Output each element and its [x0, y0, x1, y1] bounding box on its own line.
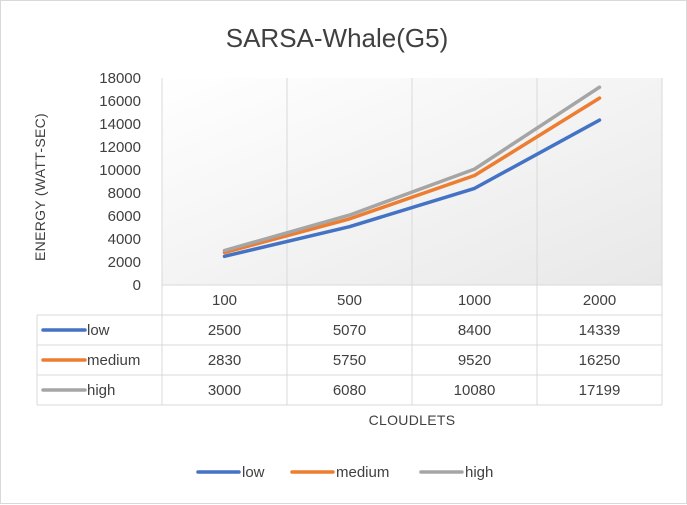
y-tick-label: 8000	[108, 185, 141, 202]
table-cell-value: 14339	[579, 322, 621, 339]
legend-label-low: low	[242, 464, 265, 481]
table-cell-value: 2830	[208, 352, 241, 369]
y-tick-label: 6000	[108, 208, 141, 225]
series-line-medium	[222, 96, 602, 255]
plot-area: 0 2000 4000 6000 8000 10000 12000 14000 16000 180…	[99, 70, 663, 294]
y-tick-label: 18000	[99, 70, 141, 87]
legend-label-high: high	[465, 464, 493, 481]
y-tick-label: 16000	[99, 93, 141, 110]
table-cell-value: 2500	[208, 322, 241, 339]
y-tick-label: 10000	[99, 162, 141, 179]
table-cell-value: 16250	[579, 352, 621, 369]
y-tick-label: 14000	[99, 116, 141, 133]
table-cell-value: 8400	[458, 322, 491, 339]
table-cell-value: 10080	[454, 382, 496, 399]
x-axis-title: CLOUDLETS	[369, 412, 456, 428]
legend: low medium high	[196, 464, 493, 481]
table-cell-value: 17199	[579, 382, 621, 399]
y-tick-label: 0	[133, 277, 141, 294]
x-tick-label: 100	[212, 292, 237, 309]
y-tick-label: 12000	[99, 139, 141, 156]
chart-title: SARSA-Whale(G5)	[226, 23, 449, 53]
table-series-label: low	[87, 322, 110, 339]
y-tick-label: 2000	[108, 254, 141, 271]
series-line-low	[222, 118, 602, 259]
table-cell-value: 5070	[333, 322, 366, 339]
table-cell-value: 3000	[208, 382, 241, 399]
table-series-label: high	[87, 382, 115, 399]
x-tick-label: 1000	[458, 292, 491, 309]
table-cell-value: 6080	[333, 382, 366, 399]
y-tick-label: 4000	[108, 231, 141, 248]
table-cell-value: 5750	[333, 352, 366, 369]
x-tick-label: 2000	[583, 292, 616, 309]
data-table: 100 500 1000 2000 low 2500 5070 8400 14339 medium…	[36, 284, 663, 406]
y-axis-title: ENERGY (WATT-SEC)	[32, 113, 48, 261]
series-line-high	[222, 85, 602, 253]
table-series-label: medium	[87, 352, 140, 369]
legend-label-medium: medium	[336, 464, 389, 481]
table-cell-value: 9520	[458, 352, 491, 369]
x-tick-label: 500	[337, 292, 362, 309]
